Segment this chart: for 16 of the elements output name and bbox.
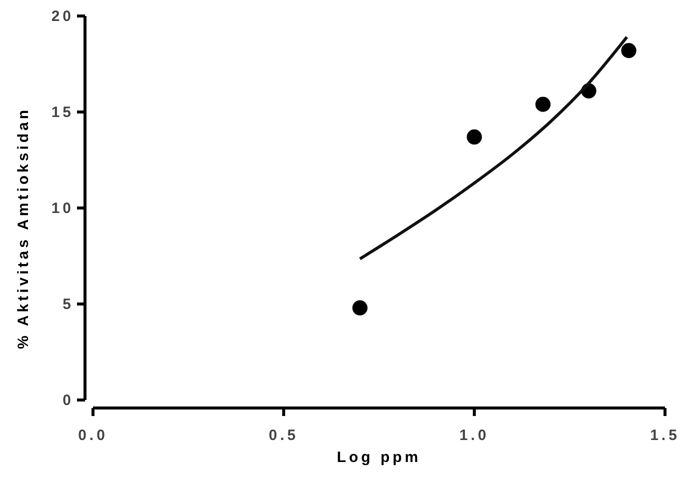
x-axis-title: Log ppm [336,449,422,466]
y-tick-label: 5 [62,296,74,313]
y-tick-label: 20 [51,8,74,25]
point [352,300,368,316]
point [535,96,551,112]
y-tick-label: 15 [51,104,74,121]
y-tick-label: 10 [51,200,74,217]
x-tick-label: 1.0 [459,427,490,444]
point [621,43,636,58]
y-tick-label: 0 [62,392,74,409]
line-series [358,36,628,260]
x-tick-label: 1.5 [650,427,680,444]
x-tick-label: 0.5 [268,427,299,444]
x-tick-label: 0.0 [78,427,108,444]
point [466,129,482,145]
y-axis-title: % Aktivitas Amtioksidan [15,106,32,350]
